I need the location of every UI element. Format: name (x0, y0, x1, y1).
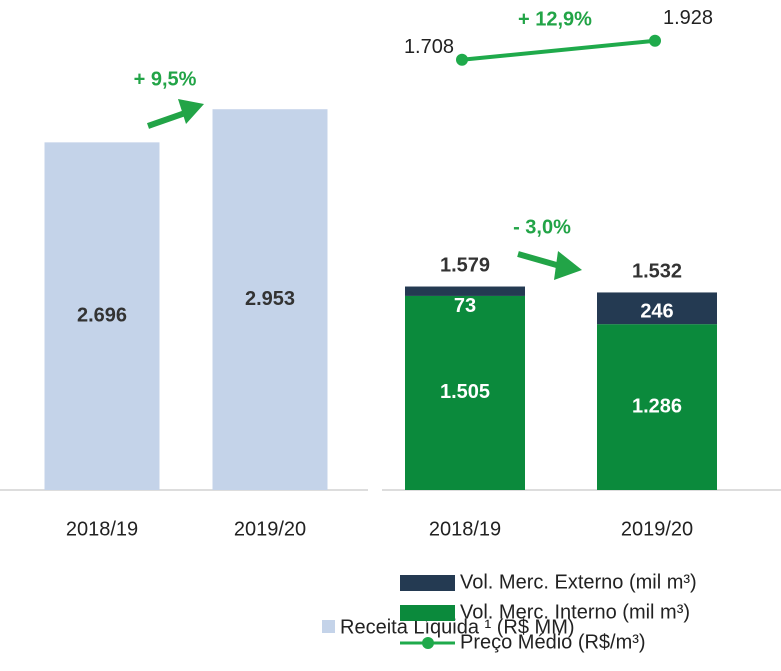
x-tick-label: 2018/19 (429, 518, 501, 540)
bar (212, 109, 328, 491)
line (461, 38, 656, 62)
x-tick-label: 2019/20 (234, 518, 306, 540)
bar-segment (597, 324, 717, 490)
x-tick-label: 2019/20 (621, 518, 693, 540)
bar-segment (405, 286, 525, 296)
line-value-label: 1.708 (404, 36, 454, 58)
line-marker (456, 53, 468, 66)
legend-swatch (322, 620, 335, 633)
value-label: 2.953 (245, 288, 295, 310)
legend-swatch (422, 637, 434, 649)
total-label: 1.579 (440, 255, 490, 277)
legend-label: Vol. Merc. Externo (mil m³) (460, 571, 697, 593)
value-label: 1.286 (632, 395, 682, 417)
annotation: - 3,0% (513, 216, 571, 238)
total-label: 1.532 (632, 261, 682, 283)
value-label: 73 (454, 295, 476, 317)
bar-segment (405, 295, 525, 490)
x-tick-label: 2018/19 (66, 518, 138, 540)
legend-label: Vol. Merc. Interno (mil m³) (460, 601, 690, 623)
legend-label: Preço Médio (R$/m³) (460, 631, 646, 653)
value-label: 2.696 (77, 304, 127, 326)
annotation: + 9,5% (134, 68, 197, 90)
legend-label: Receita Líquida ¹ (R$ MM) (340, 616, 575, 638)
value-label: 246 (640, 301, 673, 323)
bar-segment (597, 292, 717, 325)
arrows (147, 99, 582, 280)
line-marker (649, 34, 661, 47)
legend-swatch (400, 575, 455, 591)
legend-swatch (400, 605, 455, 621)
annotation: + 12,9% (518, 8, 592, 30)
bar (44, 142, 160, 490)
value-label: 1.505 (440, 381, 490, 403)
line-value-label: 1.928 (663, 7, 713, 29)
